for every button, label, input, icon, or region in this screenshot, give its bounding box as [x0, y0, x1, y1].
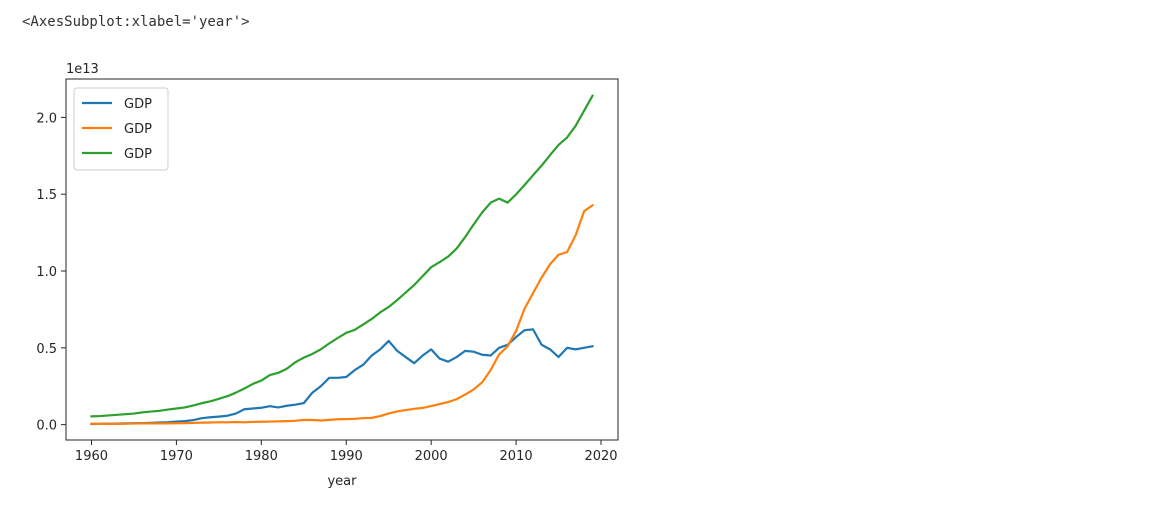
axes-frame [65, 78, 619, 441]
x-tick-label: 2020 [584, 449, 617, 464]
y-tick-label: 2.0 [36, 111, 57, 126]
x-tick-label: 1980 [245, 449, 278, 464]
x-tick-label: 2000 [415, 449, 448, 464]
y-tick-label: 0.5 [36, 342, 57, 357]
legend-label-3: GDP [124, 147, 152, 162]
y-offset-text: 1e13 [66, 62, 99, 77]
x-tick-label: 2010 [500, 449, 533, 464]
legend-label-1: GDP [124, 97, 152, 112]
plot-area [90, 94, 595, 426]
legend-label-2: GDP [124, 122, 152, 137]
y-tick-label: 1.5 [36, 188, 57, 203]
x-tick-label: 1970 [160, 449, 193, 464]
y-tick-label: 1.0 [36, 265, 57, 280]
y-tick-label: 0.0 [36, 419, 57, 434]
x-tick-label: 1960 [75, 449, 108, 464]
series-line-2 [90, 203, 595, 425]
legend: GDP GDP GDP [73, 87, 169, 171]
legend-box [73, 87, 169, 171]
x-axis-label: year [327, 474, 357, 489]
output-repr-text: <AxesSubplot:xlabel='year'> [22, 14, 250, 30]
axes: 1960 1970 1980 1990 2000 2010 2020 0.0 0.5 1.0 1.5… [36, 62, 619, 489]
x-tick-label: 1990 [330, 449, 363, 464]
series-line-3 [90, 94, 595, 418]
